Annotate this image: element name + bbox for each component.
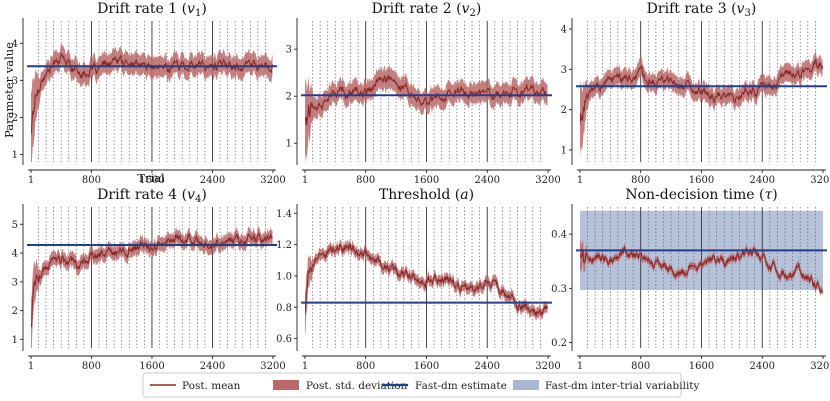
x-tick-label-v2: 2400 — [475, 175, 500, 186]
y-tick-label-v3: 2 — [561, 105, 567, 116]
x-tick-label-v1: 3200 — [260, 175, 285, 186]
y-tick-label-v1: 3 — [12, 76, 18, 87]
y-tick-label-tau: 0.4 — [551, 230, 567, 241]
panel-title-v2: Drift rate 2 (v2) — [372, 1, 482, 19]
x-tick-label-v4: 1600 — [139, 361, 164, 372]
y-tick-label-a: 1.2 — [276, 240, 292, 251]
legend-frame — [142, 372, 682, 398]
legend: Post. mean Post. std. deviation Fast-dm … — [142, 372, 700, 398]
y-tick-label-v3: 1 — [561, 145, 567, 156]
x-tick-label-v2: 3200 — [535, 175, 560, 186]
y-tick-label-tau: 0.2 — [551, 338, 567, 349]
x-tick-label-v4: 1 — [28, 361, 34, 372]
mean-line-v3 — [580, 58, 823, 125]
x-tick-label-tau: 800 — [631, 361, 650, 372]
std-band-v3 — [580, 50, 823, 160]
mean-line-tau — [580, 245, 823, 294]
y-tick-label-v1: 4 — [12, 39, 18, 50]
x-tick-label-v3: 800 — [631, 175, 650, 186]
y-tick-label-v3: 4 — [561, 25, 567, 36]
panel-v1: 1 2 3 4 1 800 1600 2400 3200 Drift rate 1 (v1) — [12, 1, 286, 186]
y-tick-label-a: 0.6 — [276, 334, 292, 345]
x-tick-label-v2: 1600 — [414, 175, 439, 186]
mean-line-v4 — [31, 232, 273, 327]
x-tick-label-v3: 1 — [577, 175, 583, 186]
panel-v4: 1 2 3 4 5 1 800 1600 2400 3200 Drift rate 4 (v4) — [12, 187, 286, 372]
mean-line-a — [305, 243, 548, 316]
panel-title-v3: Drift rate 3 (v3) — [647, 1, 757, 19]
x-tick-label-v2: 1 — [302, 175, 308, 186]
legend-swatch-variability — [513, 380, 539, 390]
legend-label-band: Post. std. deviation — [306, 380, 408, 392]
panels-group: 1 2 3 4 1 800 1600 2400 3200 Drift rate 1 (v1) 1 2 3… — [12, 1, 830, 372]
panel-title-a: Threshold (a) — [379, 187, 474, 203]
panel-tau: 0.2 0.3 0.4 1 800 1600 2400 3200 Non-decision ti… — [551, 187, 830, 372]
legend-label-variability: Fast-dm inter-trial variability — [545, 380, 700, 392]
panel-title-v1: Drift rate 1 (v1) — [97, 1, 207, 19]
x-tick-label-a: 3200 — [535, 361, 560, 372]
x-tick-label-tau: 1600 — [689, 361, 714, 372]
mean-line-v2 — [305, 74, 548, 126]
x-tick-label-a: 2400 — [475, 361, 500, 372]
panel-v2: 1 2 3 1 800 1600 2400 3200 Drift rate 2 (v2) — [286, 1, 561, 186]
x-tick-label-a: 1 — [302, 361, 308, 372]
legend-swatch-band — [273, 380, 299, 390]
x-tick-label-tau: 2400 — [750, 361, 775, 372]
x-tick-label-v1: 800 — [82, 175, 101, 186]
x-tick-label-v1: 1 — [28, 175, 34, 186]
x-tick-label-tau: 3200 — [810, 361, 830, 372]
legend-label-mean: Post. mean — [182, 380, 241, 392]
panel-title-v4: Drift rate 4 (v4) — [97, 187, 207, 205]
panel-v3: 1 2 3 4 1 800 1600 2400 3200 Drift rate 3 (v3) — [561, 1, 830, 186]
panel-a: 0.6 0.8 1.0 1.2 1.4 1 800 1600 2400 3200 Threshold… — [276, 187, 561, 372]
y-tick-label-v4: 5 — [12, 220, 18, 231]
x-tick-label-v3: 1600 — [689, 175, 714, 186]
x-tick-label-v3: 2400 — [750, 175, 775, 186]
x-tick-label-v4: 3200 — [260, 361, 285, 372]
legend-label-fastdm: Fast-dm estimate — [415, 380, 507, 392]
x-tick-label-v1: 1600 — [139, 175, 164, 186]
std-band-v4 — [31, 226, 273, 348]
y-tick-label-v4: 3 — [12, 277, 18, 288]
y-tick-label-v4: 4 — [12, 249, 18, 260]
y-tick-label-a: 1.4 — [276, 209, 292, 220]
y-tick-label-v3: 3 — [561, 65, 567, 76]
x-axis-label: Trial — [137, 171, 165, 185]
x-tick-label-v4: 800 — [82, 361, 101, 372]
x-tick-label-tau: 1 — [577, 361, 583, 372]
y-tick-label-tau: 0.3 — [551, 284, 567, 295]
y-tick-label-a: 1.0 — [276, 271, 292, 282]
y-tick-label-v4: 2 — [12, 306, 18, 317]
panel-title-tau: Non-decision time (τ) — [625, 187, 777, 203]
y-tick-label-v2: 1 — [286, 139, 292, 150]
x-tick-label-v1: 2400 — [200, 175, 225, 186]
y-tick-label-v1: 2 — [12, 113, 18, 124]
x-tick-label-a: 800 — [356, 361, 375, 372]
y-tick-label-v1: 1 — [12, 150, 18, 161]
y-axis-label: Parameter value — [2, 42, 16, 138]
std-band-tau — [580, 238, 823, 297]
std-band-v1 — [31, 43, 273, 162]
y-tick-label-a: 0.8 — [276, 303, 292, 314]
y-tick-label-v2: 3 — [286, 45, 292, 56]
x-tick-label-a: 1600 — [414, 361, 439, 372]
x-tick-label-v3: 3200 — [810, 175, 830, 186]
y-tick-label-v4: 1 — [12, 335, 18, 346]
x-tick-label-v4: 2400 — [200, 361, 225, 372]
x-tick-label-v2: 800 — [356, 175, 375, 186]
y-tick-label-v2: 2 — [286, 92, 292, 103]
